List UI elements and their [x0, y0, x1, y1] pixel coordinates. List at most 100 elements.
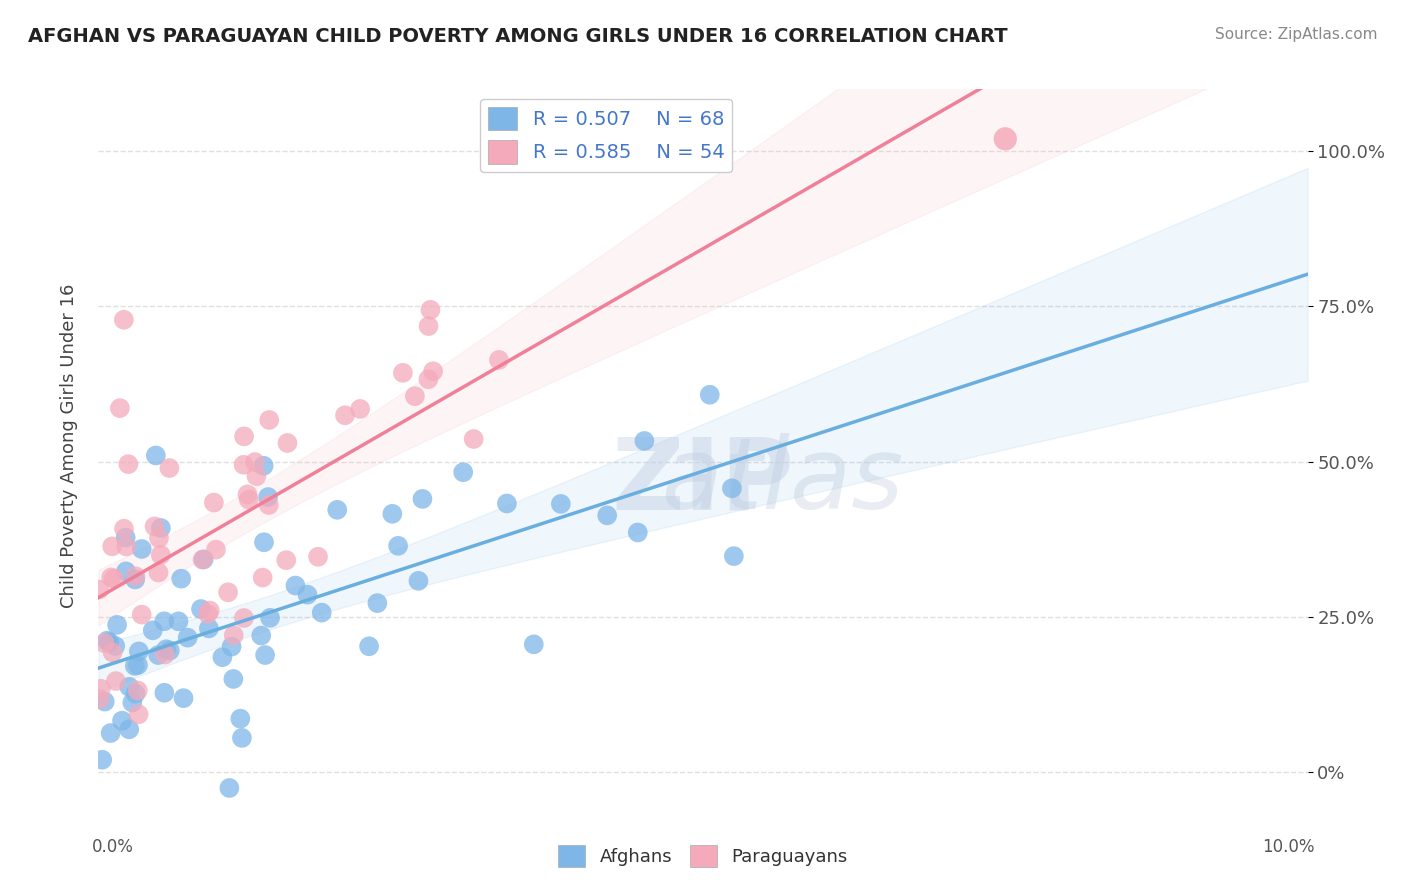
- Point: [117, 457, 139, 471]
- Point: [104, 674, 127, 689]
- Point: [229, 712, 252, 726]
- Point: [422, 364, 444, 378]
- Point: [148, 648, 170, 662]
- Point: [205, 542, 228, 557]
- Point: [91, 753, 114, 767]
- Point: [157, 461, 180, 475]
- Point: [238, 492, 260, 507]
- Point: [253, 458, 276, 473]
- Point: [217, 585, 239, 599]
- Point: [311, 606, 333, 620]
- Point: [633, 434, 655, 448]
- Point: [101, 539, 124, 553]
- Point: [418, 372, 440, 386]
- Point: [257, 413, 280, 427]
- Point: [387, 539, 409, 553]
- Point: [112, 522, 135, 536]
- Point: [89, 582, 111, 597]
- Point: [366, 596, 388, 610]
- Point: [105, 617, 128, 632]
- Point: [149, 548, 172, 562]
- Point: [699, 388, 721, 402]
- Point: [381, 507, 404, 521]
- Point: [142, 624, 165, 638]
- Point: [153, 686, 176, 700]
- Text: atlas: atlas: [503, 434, 903, 530]
- Point: [128, 707, 150, 722]
- Text: 0.0%: 0.0%: [91, 838, 134, 856]
- Point: [284, 578, 307, 592]
- Point: [114, 531, 136, 545]
- Point: [418, 319, 440, 334]
- Point: [193, 552, 215, 566]
- Point: [148, 531, 170, 545]
- Point: [392, 366, 415, 380]
- Point: [155, 642, 177, 657]
- Point: [101, 645, 124, 659]
- Point: [404, 389, 426, 403]
- Point: [167, 615, 190, 629]
- Point: [723, 549, 745, 563]
- Point: [198, 621, 221, 635]
- Point: [96, 633, 118, 648]
- Point: [411, 491, 433, 506]
- Point: [202, 495, 225, 509]
- Point: [523, 637, 546, 651]
- Point: [627, 525, 650, 540]
- Point: [221, 640, 243, 654]
- Point: [419, 302, 441, 317]
- Point: [222, 672, 245, 686]
- Point: [198, 603, 221, 617]
- Point: [211, 650, 233, 665]
- Point: [118, 723, 141, 737]
- Point: [121, 696, 143, 710]
- Point: [131, 541, 153, 556]
- Point: [994, 132, 1017, 146]
- Point: [89, 691, 111, 706]
- Point: [254, 648, 277, 662]
- Point: [153, 614, 176, 628]
- Point: [153, 648, 176, 662]
- Point: [150, 814, 173, 829]
- Point: [408, 574, 430, 588]
- Point: [488, 352, 510, 367]
- Point: [218, 780, 240, 795]
- Point: [94, 695, 117, 709]
- Point: [197, 607, 219, 621]
- Point: [96, 814, 118, 829]
- Point: [276, 553, 298, 567]
- Point: [143, 519, 166, 533]
- Point: [596, 508, 619, 523]
- Point: [232, 611, 254, 625]
- Point: [243, 455, 266, 469]
- Point: [127, 658, 149, 673]
- Text: AFGHAN VS PARAGUAYAN CHILD POVERTY AMONG GIRLS UNDER 16 CORRELATION CHART: AFGHAN VS PARAGUAYAN CHILD POVERTY AMONG…: [28, 27, 1008, 45]
- Point: [145, 449, 167, 463]
- Point: [233, 429, 256, 443]
- Point: [307, 549, 329, 564]
- Text: 10.0%: 10.0%: [1263, 838, 1315, 856]
- Point: [236, 487, 259, 501]
- Point: [357, 640, 380, 654]
- Point: [176, 631, 198, 645]
- Point: [231, 731, 253, 745]
- Point: [191, 552, 214, 566]
- Point: [118, 680, 141, 694]
- Point: [463, 432, 485, 446]
- Point: [173, 691, 195, 706]
- Point: [333, 409, 356, 423]
- Point: [250, 628, 273, 642]
- Point: [257, 490, 280, 504]
- Point: [259, 611, 281, 625]
- Point: [149, 521, 172, 535]
- Point: [127, 683, 149, 698]
- Point: [93, 636, 115, 650]
- Point: [115, 540, 138, 554]
- Point: [496, 496, 519, 510]
- Point: [111, 714, 134, 728]
- Point: [103, 572, 125, 586]
- Legend: R = 0.507    N = 68, R = 0.585    N = 54: R = 0.507 N = 68, R = 0.585 N = 54: [481, 99, 733, 171]
- Point: [257, 498, 280, 512]
- Point: [170, 572, 193, 586]
- Legend: Afghans, Paraguayans: Afghans, Paraguayans: [551, 838, 855, 874]
